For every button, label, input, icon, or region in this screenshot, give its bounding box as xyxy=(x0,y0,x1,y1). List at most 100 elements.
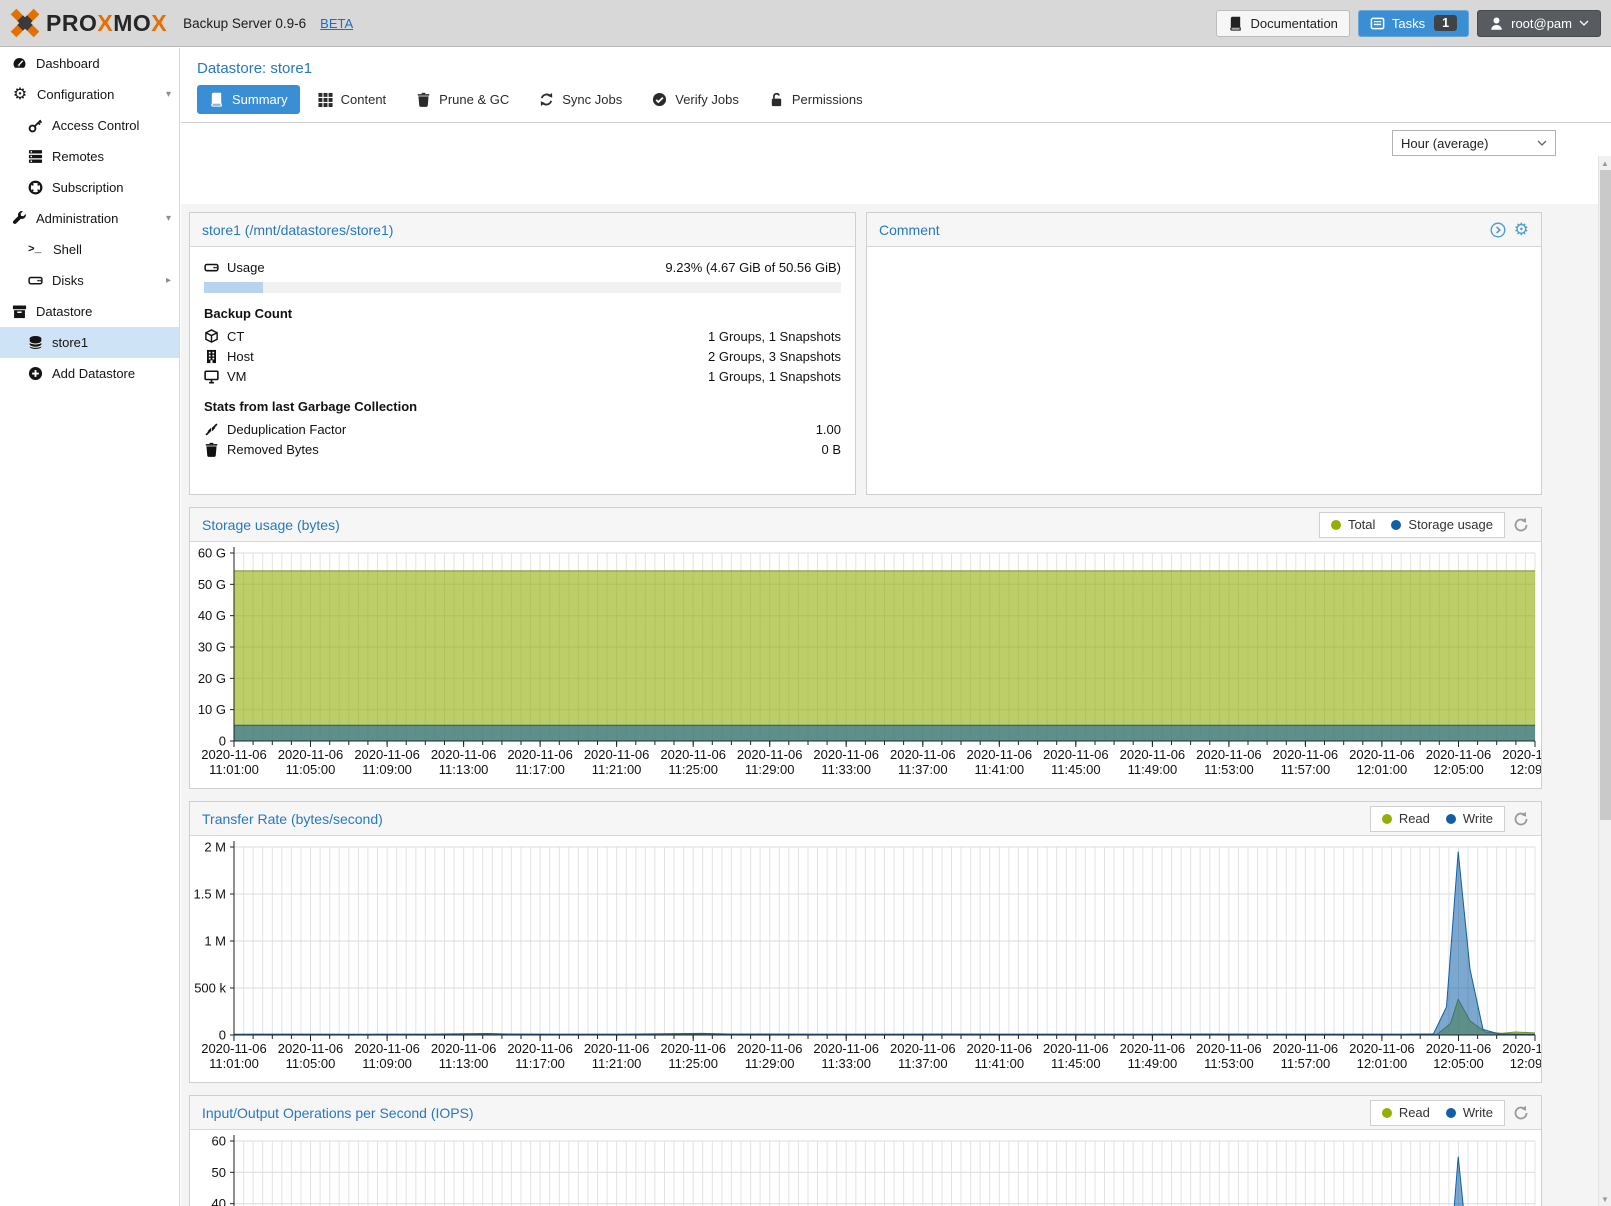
svg-text:11:17:00: 11:17:00 xyxy=(515,1056,565,1071)
tasks-button[interactable]: Tasks 1 xyxy=(1357,9,1470,37)
svg-text:11:57:00: 11:57:00 xyxy=(1281,762,1331,777)
svg-text:2020-11-06: 2020-11-06 xyxy=(431,1041,497,1056)
timeframe-select[interactable]: Hour (average) xyxy=(1392,130,1556,156)
svg-text:11:05:00: 11:05:00 xyxy=(286,762,336,777)
sidebar-item-access-control[interactable]: Access Control xyxy=(0,110,179,141)
circle-chevron-icon[interactable] xyxy=(1490,222,1506,238)
beta-link[interactable]: BETA xyxy=(320,15,354,31)
sidebar-item-add-datastore[interactable]: Add Datastore xyxy=(0,358,179,389)
sidebar-item-remotes[interactable]: Remotes xyxy=(0,141,179,172)
svg-text:11:01:00: 11:01:00 xyxy=(209,1056,259,1071)
legend-dot xyxy=(1445,813,1456,824)
svg-text:0: 0 xyxy=(219,1028,226,1043)
svg-text:2020-11-06: 2020-11-06 xyxy=(1196,1041,1262,1056)
tab-summary[interactable]: Summary xyxy=(197,85,300,114)
vertical-scrollbar[interactable]: ▲ ▼ xyxy=(1598,156,1611,1206)
gear-icon[interactable]: ⚙ xyxy=(1513,219,1529,239)
sidebar-item-administration[interactable]: Administration ▾ xyxy=(0,203,179,234)
documentation-button[interactable]: Documentation xyxy=(1216,9,1350,37)
svg-text:1.5 M: 1.5 M xyxy=(193,887,226,902)
trash-icon xyxy=(204,442,219,457)
host-row: Host 2 Groups, 3 Snapshots xyxy=(204,346,841,366)
iops-chart-panel: Input/Output Operations per Second (IOPS… xyxy=(189,1095,1542,1206)
svg-text:11:01:00: 11:01:00 xyxy=(209,762,259,777)
undo-zoom-icon[interactable] xyxy=(1513,811,1529,827)
svg-text:2020-11-06: 2020-11-06 xyxy=(1426,747,1492,762)
panel-title: Comment xyxy=(879,221,940,238)
database-icon xyxy=(28,335,43,350)
svg-text:11:37:00: 11:37:00 xyxy=(898,1056,948,1071)
wrench-icon xyxy=(12,211,27,226)
svg-text:10 G: 10 G xyxy=(198,702,226,717)
compress-arrows-icon xyxy=(204,422,219,437)
svg-text:2020-11-06: 2020-11-06 xyxy=(1043,747,1109,762)
tab-prune-gc[interactable]: Prune & GC xyxy=(404,85,521,114)
tab-permissions[interactable]: Permissions xyxy=(757,85,875,114)
svg-text:11:41:00: 11:41:00 xyxy=(974,762,1024,777)
chart-legend: Total Storage usage xyxy=(1318,511,1505,538)
hdd-icon xyxy=(28,273,43,288)
svg-text:11:17:00: 11:17:00 xyxy=(515,762,565,777)
legend-item[interactable]: Read xyxy=(1381,1105,1430,1120)
svg-text:11:45:00: 11:45:00 xyxy=(1051,1056,1101,1071)
svg-text:2020-11-06: 2020-11-06 xyxy=(507,747,573,762)
terminal-icon: >_ xyxy=(28,243,42,256)
svg-text:2020-11-06: 2020-11-06 xyxy=(278,747,344,762)
chevron-down-icon xyxy=(1537,136,1547,151)
user-menu-button[interactable]: root@pam xyxy=(1477,9,1601,37)
sidebar-item-configuration[interactable]: ⚙ Configuration ▾ xyxy=(12,86,171,103)
svg-text:11:49:00: 11:49:00 xyxy=(1128,762,1178,777)
svg-text:2020-11-06: 2020-11-06 xyxy=(584,747,650,762)
building-icon xyxy=(204,349,219,364)
svg-text:11:57:00: 11:57:00 xyxy=(1281,1056,1331,1071)
summary-scroll-area: store1 (/mnt/datastores/store1) Usage 9.… xyxy=(181,204,1611,1206)
legend-item[interactable]: Read xyxy=(1381,811,1430,826)
scroll-up-icon[interactable]: ▲ xyxy=(1601,158,1609,168)
svg-text:0: 0 xyxy=(219,734,226,749)
undo-zoom-icon[interactable] xyxy=(1513,1105,1529,1121)
scrollbar-thumb[interactable] xyxy=(1600,170,1611,820)
svg-text:11:53:00: 11:53:00 xyxy=(1204,1056,1254,1071)
legend-dot xyxy=(1330,519,1341,530)
book-icon xyxy=(1228,16,1243,31)
transfer-rate-chart-panel: Transfer Rate (bytes/second) Read Write 0… xyxy=(189,801,1542,1083)
storage-usage-chart-panel: Storage usage (bytes) Total Storage usage… xyxy=(189,507,1542,789)
tab-content[interactable]: Content xyxy=(306,85,399,114)
legend-item[interactable]: Write xyxy=(1445,811,1493,826)
svg-text:60: 60 xyxy=(212,1134,226,1149)
collapse-chevron-icon[interactable]: ▾ xyxy=(165,213,171,224)
removed-bytes-row: Removed Bytes 0 B xyxy=(204,439,841,459)
scroll-down-icon[interactable]: ▼ xyxy=(1601,1194,1609,1204)
tab-verify-jobs[interactable]: Verify Jobs xyxy=(640,85,751,114)
collapse-chevron-icon[interactable]: ▾ xyxy=(165,89,171,100)
comment-content[interactable] xyxy=(867,247,1541,494)
svg-text:50 G: 50 G xyxy=(198,577,226,592)
svg-text:30 G: 30 G xyxy=(198,640,226,655)
archive-box-icon xyxy=(12,304,27,319)
storage-usage-chart[interactable]: 0 10 G 20 G 30 G 40 G 50 G 60 G 2020-11-06 11:01… xyxy=(190,542,1541,788)
tasks-list-icon xyxy=(1370,16,1385,31)
sidebar-item-shell[interactable]: >_ Shell xyxy=(28,242,82,257)
legend-dot xyxy=(1381,1107,1392,1118)
comment-panel: Comment ⚙ xyxy=(866,212,1542,495)
svg-text:2020-11-06: 2020-11-06 xyxy=(1120,1041,1186,1056)
sidebar-item-store1[interactable]: store1 xyxy=(0,327,179,358)
legend-item[interactable]: Write xyxy=(1445,1105,1493,1120)
sidebar-item-dashboard[interactable]: Dashboard xyxy=(0,48,179,79)
expand-chevron-icon[interactable]: ▸ xyxy=(165,275,171,286)
tab-sync-jobs[interactable]: Sync Jobs xyxy=(527,85,634,114)
svg-text:11:05:00: 11:05:00 xyxy=(286,1056,336,1071)
user-icon xyxy=(1489,16,1504,31)
undo-zoom-icon[interactable] xyxy=(1513,517,1529,533)
svg-text:2020-11-06: 2020-11-06 xyxy=(967,1041,1033,1056)
svg-text:2020-11-06: 2020-11-06 xyxy=(1196,747,1262,762)
svg-text:2 M: 2 M xyxy=(204,840,226,855)
sidebar-item-disks[interactable]: Disks ▸ xyxy=(0,265,179,296)
legend-item[interactable]: Total xyxy=(1330,517,1375,532)
svg-text:11:09:00: 11:09:00 xyxy=(362,1056,412,1071)
iops-chart[interactable]: 01020304050602020-11-0611:01:002020-11-0… xyxy=(190,1130,1541,1206)
sidebar-item-subscription[interactable]: Subscription xyxy=(0,172,179,203)
legend-item[interactable]: Storage usage xyxy=(1391,517,1493,532)
sidebar-item-datastore[interactable]: Datastore xyxy=(0,296,179,327)
